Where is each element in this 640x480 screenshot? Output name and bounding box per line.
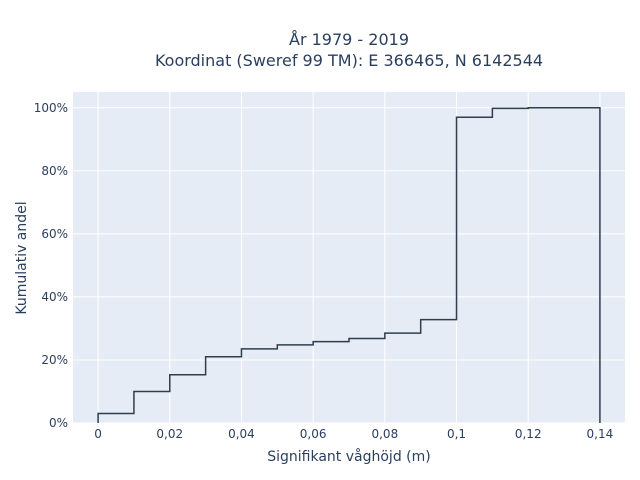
y-tick-label: 60% (41, 227, 68, 241)
x-tick-label: 0,14 (587, 427, 614, 441)
y-tick-label: 0% (49, 416, 68, 430)
x-tick-label: 0,06 (300, 427, 327, 441)
y-tick-labels: 0% 20% 40% 60% 80% 100% (34, 101, 68, 430)
y-tick-label: 40% (41, 290, 68, 304)
x-axis-label: Signifikant våghöjd (m) (267, 448, 430, 465)
x-tick-label: 0,04 (228, 427, 255, 441)
plot-area (73, 92, 625, 423)
series-group (97, 107, 601, 423)
x-tick-label: 0,1 (447, 427, 466, 441)
chart-title-line-2: Koordinat (Sweref 99 TM): E 366465, N 61… (155, 51, 543, 70)
y-tick-label: 80% (41, 164, 68, 178)
chart-title-line-1: År 1979 - 2019 (289, 30, 409, 49)
x-tick-label: 0,02 (156, 427, 183, 441)
y-tick-label: 100% (34, 101, 68, 115)
x-tick-label: 0 (94, 427, 102, 441)
x-tick-label: 0,12 (515, 427, 542, 441)
y-axis-label: Kumulativ andel (14, 201, 30, 314)
x-tick-label: 0,08 (371, 427, 398, 441)
series-line-0 (97, 107, 601, 423)
x-tick-labels: 0 0,02 0,04 0,06 0,08 0,1 0,12 0,14 (94, 427, 613, 441)
y-tick-label: 20% (41, 353, 68, 367)
